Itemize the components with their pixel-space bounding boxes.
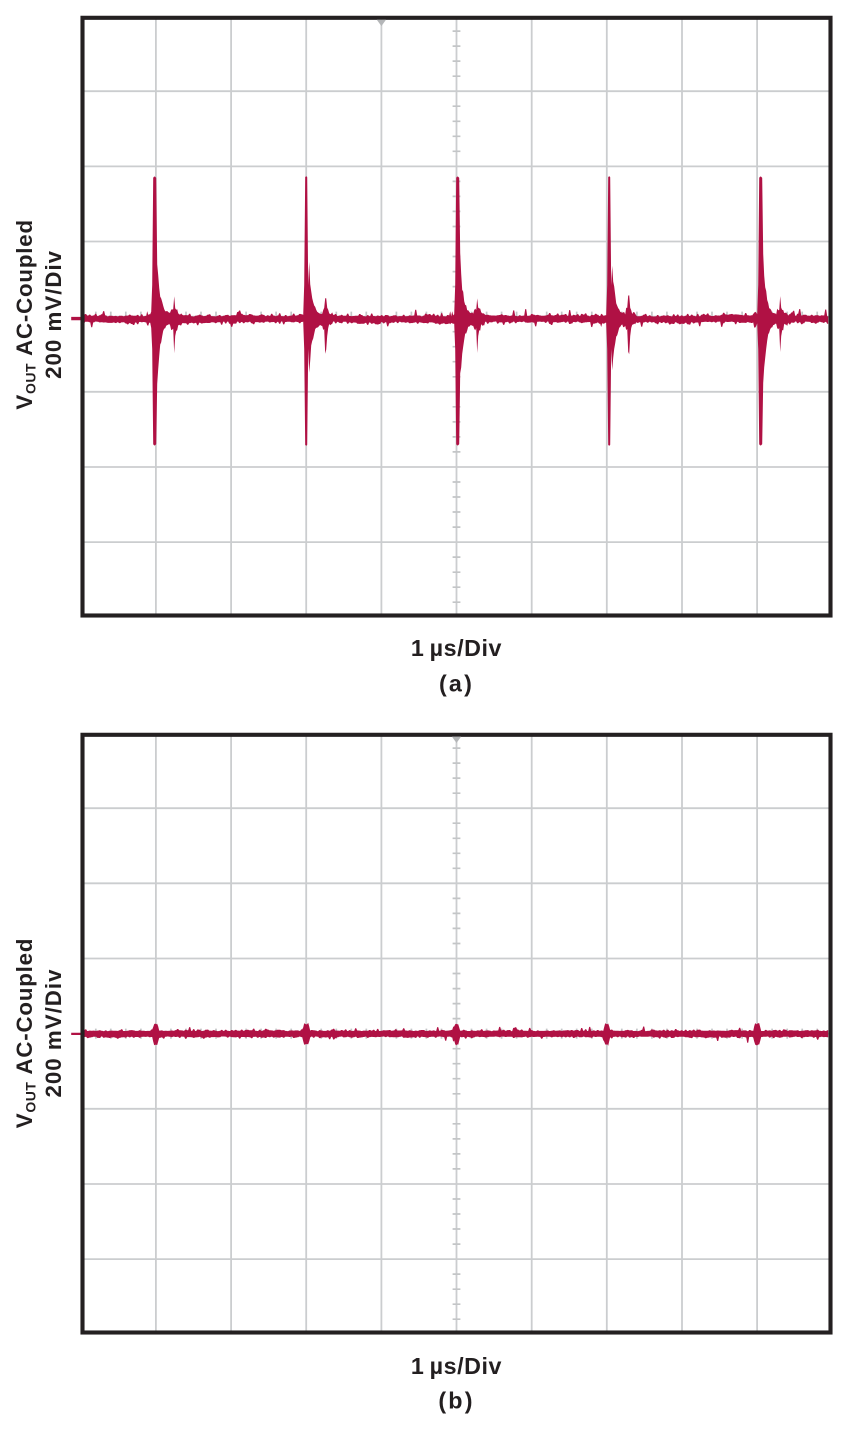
svg-text:200 mV/Div: 200 mV/Div	[41, 969, 66, 1098]
svg-text:200 mV/Div: 200 mV/Div	[41, 250, 66, 379]
svg-text:(b): (b)	[438, 1388, 474, 1414]
svg-text:1 µs/Div: 1 µs/Div	[411, 635, 502, 661]
svg-text:(a): (a)	[439, 671, 474, 697]
svg-text:1 µs/Div: 1 µs/Div	[411, 1353, 502, 1379]
svg-text:VOUT AC-Coupled: VOUT AC-Coupled	[12, 219, 39, 410]
